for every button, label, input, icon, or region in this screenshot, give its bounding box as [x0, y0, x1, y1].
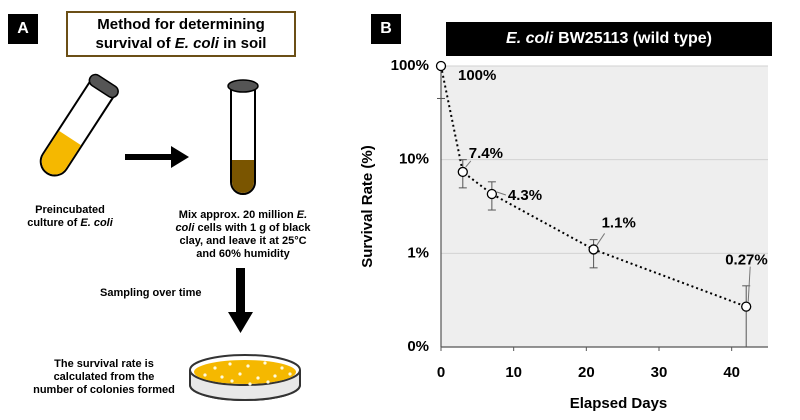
method-title-line1: Method for determining	[97, 16, 265, 33]
x-tick-label: 0	[437, 364, 445, 381]
x-tick-label: 20	[578, 364, 595, 381]
tube1-caption-line1: Preincubated	[35, 204, 105, 216]
clay-fill	[232, 160, 254, 193]
tube1-caption-line2-pre: culture of	[27, 217, 81, 229]
dish-caption-line1: The survival rate is	[54, 358, 154, 370]
data-point	[741, 301, 752, 312]
tube2-caption-line1-pre: Mix approx. 20 million	[178, 209, 297, 221]
y-tick-label: 0%	[407, 338, 429, 355]
y-tick-label: 100%	[391, 57, 429, 74]
y-tick-label: 1%	[407, 244, 429, 261]
x-tick-label: 30	[651, 364, 668, 381]
arrow-down-icon	[228, 268, 253, 333]
x-axis-title: Elapsed Days	[570, 395, 668, 412]
data-point	[435, 60, 447, 72]
petri-dish-icon	[189, 354, 301, 401]
method-title-line2-pre: survival of	[95, 35, 175, 52]
data-label: 1.1%	[602, 214, 636, 231]
method-title-box: Method for determining survival of E. co…	[66, 11, 296, 57]
data-point	[457, 166, 468, 178]
panel-a-label: A	[8, 14, 38, 44]
tube2-caption-line3: clay, and leave it at 25°C	[179, 235, 307, 247]
dish-caption: The survival rate is calculated from the…	[20, 358, 188, 397]
tube1-caption-line2: culture of E. coli	[12, 217, 128, 230]
data-label-leader	[596, 233, 606, 246]
y-axis-title: Survival Rate (%)	[359, 145, 376, 268]
panel-b-label: B	[371, 14, 401, 44]
panel-b-label-text: B	[380, 20, 392, 37]
tube2-caption-species-a: E.	[296, 209, 308, 221]
data-label: 7.4%	[469, 145, 503, 162]
dish-caption-line2: calculated from the	[53, 371, 155, 383]
colonies	[203, 361, 292, 386]
data-label-leader	[747, 266, 751, 302]
tube2-caption-line4: and 60% humidity	[196, 248, 290, 260]
tube2-caption-line1: Mix approx. 20 million E.	[158, 209, 328, 222]
agar-medium	[194, 360, 296, 384]
culture-tube-icon	[39, 73, 119, 177]
tube1-caption: Preincubated culture of E. coli	[12, 204, 128, 230]
plot-area	[441, 66, 768, 347]
tube2-caption-species-b: coli	[175, 222, 195, 234]
method-title-line2-post: in soil	[218, 35, 267, 52]
data-label: 0.27%	[725, 252, 768, 269]
data-label-leader	[465, 160, 472, 168]
chart-title-strain: BW25113 (wild type)	[558, 30, 712, 47]
tube2-caption: Mix approx. 20 million E. coli cells wit…	[158, 209, 328, 261]
method-title-species: E. coli	[174, 35, 219, 52]
chart-title: E. coli BW25113 (wild type)	[446, 22, 772, 56]
data-point	[588, 244, 599, 255]
tube2-caption-line2-post: cells with 1 g of black	[194, 222, 311, 234]
chart-title-species: E. coli	[506, 30, 554, 47]
data-label-leader	[496, 191, 507, 196]
arrow-right-icon	[125, 146, 189, 168]
tube1-caption-species: E. coli	[80, 217, 113, 229]
panel-a-label-text: A	[17, 20, 29, 37]
data-label: 100%	[458, 67, 496, 84]
x-tick-label: 10	[505, 364, 522, 381]
culture-liquid	[41, 130, 81, 175]
clay-tube-icon	[227, 79, 259, 195]
y-tick-label: 10%	[399, 151, 429, 168]
dish-caption-line3: number of colonies formed	[33, 384, 175, 396]
x-tick-label: 40	[723, 364, 740, 381]
data-label: 4.3%	[508, 187, 542, 204]
tube2-caption-line2: coli cells with 1 g of black	[158, 222, 328, 235]
sampling-label: Sampling over time	[100, 287, 202, 299]
data-point	[486, 188, 498, 200]
method-title-line2: survival of E. coli in soil	[68, 34, 294, 53]
